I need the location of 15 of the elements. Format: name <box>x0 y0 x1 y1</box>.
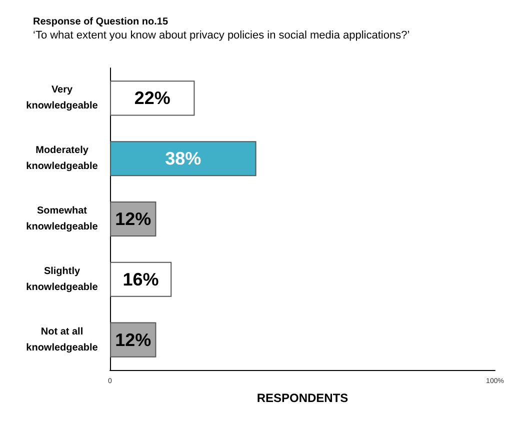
data-label: 22% <box>134 88 170 108</box>
chart-subtitle: ‘To what extent you know about privacy policies in social media applications?’ <box>33 30 410 42</box>
chart-title: Response of Question no.15 <box>33 16 168 28</box>
data-label: 16% <box>122 269 159 290</box>
y-tick-label: Moderately knowledgeable <box>26 145 98 172</box>
bar <box>110 80 195 116</box>
data-label: 38% <box>165 148 202 169</box>
y-tick-label: Slightly knowledgeable <box>26 266 98 293</box>
bar <box>110 141 256 176</box>
y-tick-label: Very knowledgeable <box>26 84 98 112</box>
y-tick-label: Somewhat knowledgeable <box>26 206 98 232</box>
data-label: 12% <box>115 330 152 350</box>
data-label: 12% <box>115 209 152 229</box>
y-tick-label: Not at all knowledgeable <box>26 326 98 354</box>
x-axis-title: RESPONDENTS <box>256 391 348 405</box>
